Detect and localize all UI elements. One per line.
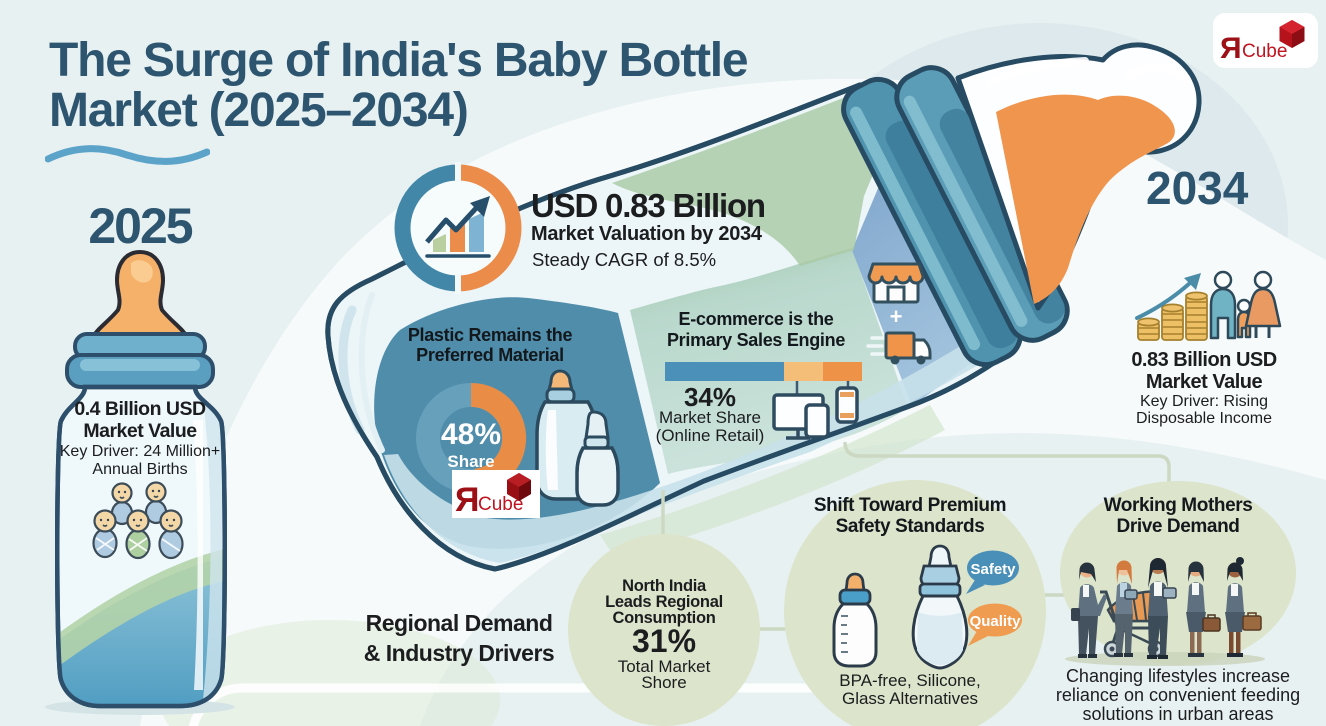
svg-text:Quality: Quality [970, 613, 1022, 630]
svg-text:Cube: Cube [1242, 41, 1287, 62]
svg-text:Я: Я [1220, 32, 1242, 65]
svg-text:Я: Я [455, 481, 479, 519]
svg-text:+: + [890, 304, 903, 329]
svg-text:Cube: Cube [478, 494, 523, 515]
svg-text:Safety: Safety [970, 561, 1016, 578]
